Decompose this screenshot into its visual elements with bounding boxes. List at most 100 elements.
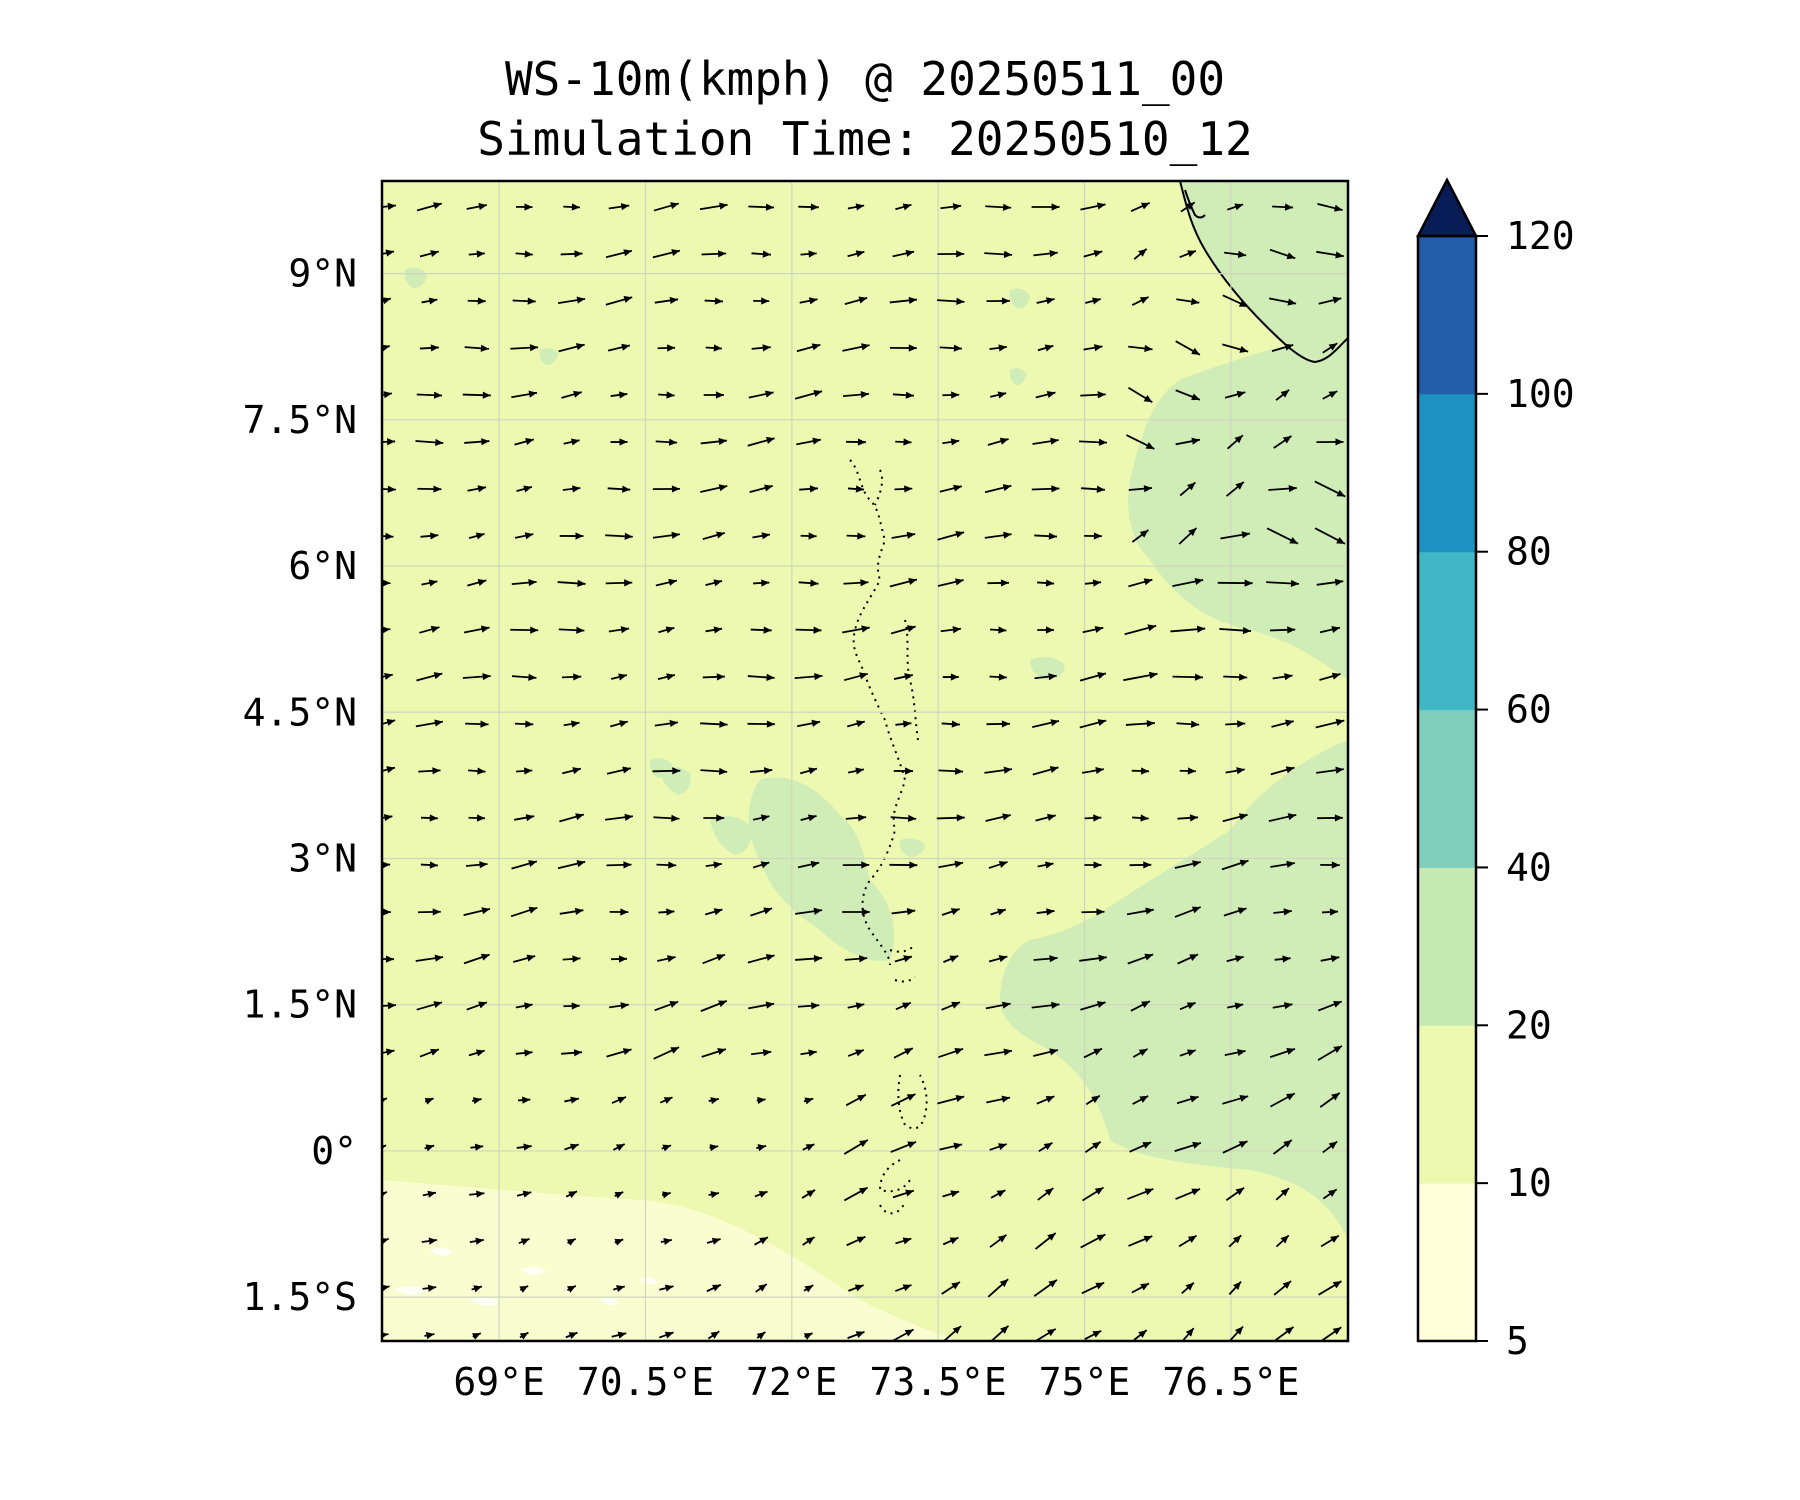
wind-arrow <box>1219 626 1252 635</box>
wind-arrow <box>420 861 438 869</box>
wind-arrow <box>1222 1140 1248 1154</box>
wind-arrow <box>1037 1187 1054 1201</box>
wind-arrow <box>1133 1329 1148 1341</box>
wind-arrow <box>891 531 916 539</box>
wind-arrow <box>938 860 964 869</box>
wind-arrow <box>1132 1048 1148 1058</box>
wind-arrow <box>1128 485 1153 493</box>
wind-arrow <box>890 1093 916 1107</box>
wind-arrow <box>1224 250 1247 258</box>
wind-arrow <box>1080 202 1106 211</box>
wind-arrow <box>463 907 491 917</box>
wind-arrow <box>1222 1094 1249 1105</box>
wind-arrow <box>382 1237 389 1245</box>
wind-arrow <box>424 1097 434 1105</box>
wind-arrow <box>653 1046 680 1060</box>
wind-arrow <box>799 767 818 775</box>
wind-arrow <box>564 1143 579 1151</box>
wind-arrow <box>846 438 866 446</box>
wind-arrow <box>1320 861 1340 869</box>
wind-arrow <box>1170 625 1206 633</box>
wind-arrow <box>701 1048 727 1058</box>
wind-arrow <box>1083 250 1103 258</box>
wind-arrow <box>382 766 396 774</box>
wind-arrow <box>658 626 675 634</box>
wind-arrow <box>847 203 865 211</box>
wind-arrow <box>1271 719 1294 728</box>
wind-arrow <box>1129 861 1152 869</box>
wind-arrow <box>1273 1280 1292 1296</box>
wind-arrow <box>1275 1187 1290 1201</box>
wind-arrow <box>468 250 485 258</box>
wind-arrow <box>1131 1282 1150 1294</box>
wind-arrow <box>1222 294 1249 308</box>
colorbar-tick-label: 5 <box>1506 1319 1529 1363</box>
wind-arrow <box>985 813 1011 822</box>
wind-arrow <box>1127 386 1153 404</box>
wind-arrow <box>382 532 394 540</box>
wind-arrow <box>382 1332 389 1339</box>
wind-arrow <box>1226 955 1244 963</box>
wind-arrow <box>938 767 964 775</box>
wind-arrow <box>891 907 916 916</box>
wind-arrow <box>466 203 488 211</box>
wind-arrow <box>709 1144 719 1152</box>
wind-arrow <box>566 1285 577 1293</box>
strong-wind-region-southeast <box>1000 740 1348 1240</box>
wind-arrow <box>421 579 438 587</box>
wind-arrow <box>382 672 393 680</box>
wind-arrow <box>415 954 444 962</box>
wind-arrow <box>614 1238 624 1246</box>
wind-arrow <box>471 1285 483 1293</box>
lat-tick-label: 1.5°N <box>243 983 357 1027</box>
wind-arrow <box>845 1093 867 1107</box>
wind-arrow <box>611 1096 627 1104</box>
wind-arrow <box>511 579 537 587</box>
wind-arrow <box>1226 203 1244 211</box>
wind-arrow <box>941 908 960 916</box>
wind-arrow <box>1035 813 1056 822</box>
wind-arrow <box>847 1331 865 1339</box>
wind-arrow <box>1222 343 1249 353</box>
wind-arrow <box>1130 202 1151 212</box>
wind-arrow <box>940 203 962 211</box>
wind-arrow <box>889 344 917 352</box>
wind-arrow <box>1269 1092 1296 1108</box>
wind-arrow <box>1225 1186 1245 1202</box>
lat-tick-label: 0° <box>311 1129 357 1173</box>
wind-arrow <box>800 532 817 540</box>
wind-arrow <box>1127 1188 1154 1200</box>
wind-vectors <box>382 201 1346 1341</box>
wind-arrow <box>1268 297 1297 306</box>
wind-arrow <box>941 720 960 728</box>
wind-arrow <box>1125 719 1155 728</box>
wind-arrow <box>465 861 488 869</box>
wind-arrow <box>1080 1001 1106 1011</box>
wind-arrow <box>1273 908 1292 916</box>
wind-arrow <box>424 1332 435 1340</box>
wind-arrow <box>661 1191 671 1199</box>
wind-arrow <box>750 907 773 917</box>
wind-arrow <box>941 1281 961 1295</box>
wind-arrow <box>464 344 489 352</box>
lat-tick-label: 4.5°N <box>243 690 357 734</box>
wind-arrow <box>1181 1281 1195 1295</box>
wind-arrow <box>608 626 630 634</box>
wind-arrow <box>1085 297 1101 305</box>
wind-arrow <box>1221 859 1249 871</box>
wind-arrow <box>1174 860 1201 869</box>
map-frame <box>380 179 1350 1343</box>
wind-arrow <box>1034 532 1057 540</box>
wind-arrow <box>1084 1329 1102 1341</box>
wind-arrow <box>756 1144 767 1152</box>
wind-arrow <box>510 906 538 918</box>
wind-arrow <box>516 485 533 493</box>
wind-arrow <box>653 814 680 822</box>
wind-arrow <box>1266 579 1300 588</box>
wind-arrow <box>1178 1234 1198 1248</box>
wind-arrow <box>1321 908 1339 916</box>
wind-arrow <box>895 203 912 211</box>
wind-arrow <box>612 1143 626 1151</box>
wind-arrow <box>700 1000 728 1012</box>
